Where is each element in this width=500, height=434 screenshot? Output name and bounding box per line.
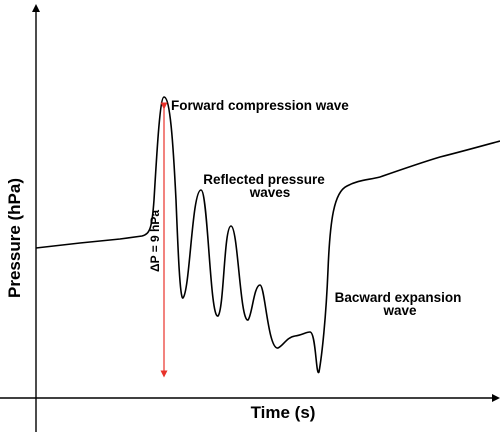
y-axis-title: Pressure (hPa) bbox=[5, 178, 24, 298]
delta-p-label: ΔP = 9 hPa bbox=[148, 210, 162, 272]
backward-wave-label-line1: Bacward expansion bbox=[335, 290, 462, 305]
reflected-waves-label-line1: Reflected pressure bbox=[203, 172, 325, 187]
reflected-waves-label-line2: waves bbox=[249, 185, 291, 200]
backward-wave-label-line2: wave bbox=[382, 303, 417, 318]
forward-wave-label: Forward compression wave bbox=[171, 98, 349, 113]
x-axis-title: Time (s) bbox=[251, 403, 316, 422]
pressure-curve bbox=[35, 96, 500, 373]
